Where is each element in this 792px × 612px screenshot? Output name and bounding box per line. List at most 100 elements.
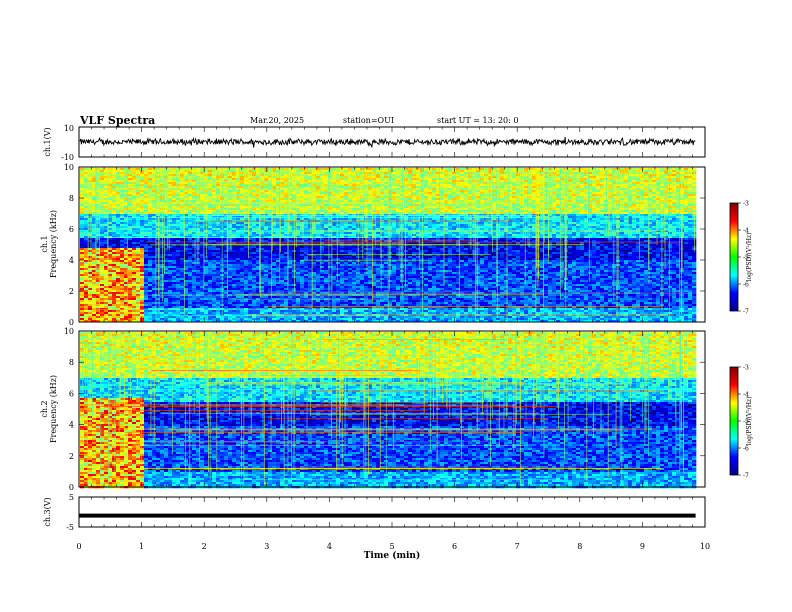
- spectrogram-cell: [432, 176, 436, 178]
- spectrogram-cell: [512, 170, 516, 172]
- spectrogram-cell: [452, 182, 456, 184]
- spectrogram-cell: [624, 198, 628, 200]
- spectrogram-cell: [424, 190, 428, 192]
- spectrogram-cell: [232, 208, 236, 210]
- spectrogram-cell: [84, 168, 88, 170]
- spectrogram-cell: [444, 192, 448, 194]
- spectrogram-cell: [656, 196, 660, 198]
- spectrogram-cell: [252, 174, 256, 176]
- spectrogram-cell: [204, 178, 208, 180]
- spectrogram-cell: [296, 170, 300, 172]
- spectrogram-cell: [252, 198, 256, 200]
- spectrogram-cell: [672, 218, 676, 220]
- spectrogram-cell: [416, 228, 420, 230]
- spectrogram-cell: [632, 204, 636, 206]
- spectrogram-cell: [624, 210, 628, 212]
- spectrogram-cell: [644, 192, 648, 194]
- spectrogram-cell: [392, 172, 396, 174]
- spectrogram-cell: [120, 190, 124, 192]
- spectrogram-cell: [360, 210, 364, 212]
- spectrogram-cell: [332, 174, 336, 176]
- spectrogram-cell: [576, 196, 580, 198]
- spectrogram-cell: [240, 206, 244, 208]
- spectrogram-cell: [84, 226, 88, 228]
- spectrogram-cell: [140, 222, 144, 224]
- spectrogram-cell: [144, 176, 148, 178]
- spectrogram-cell: [552, 222, 556, 224]
- spectrogram-cell: [568, 194, 572, 196]
- spectrogram-cell: [460, 182, 464, 184]
- spectrogram-cell: [140, 168, 144, 170]
- spectrogram-cell: [624, 184, 628, 186]
- spectrogram-cell: [672, 180, 676, 182]
- spectrogram-cell: [296, 208, 300, 210]
- spectrogram-cell: [528, 220, 532, 222]
- spectrogram-cell: [468, 210, 472, 212]
- spectrogram-cell: [552, 218, 556, 220]
- spectrogram-cell: [132, 222, 136, 224]
- spectrogram-cell: [596, 192, 600, 194]
- spectrogram-cell: [156, 230, 160, 232]
- spectrogram-cell: [168, 224, 172, 226]
- spectrogram-cell: [632, 174, 636, 176]
- spectrogram-cell: [308, 190, 312, 192]
- spectrogram-cell: [136, 174, 140, 176]
- spectrogram-cell: [440, 176, 444, 178]
- spectrogram-cell: [192, 208, 196, 210]
- spectrogram-cell: [92, 230, 96, 232]
- spectrogram-cell: [436, 218, 440, 220]
- spectrogram-cell: [336, 200, 340, 202]
- spectrogram-cell: [144, 224, 148, 226]
- spectrogram-cell: [324, 222, 328, 224]
- spectrogram-cell: [316, 172, 320, 174]
- spectrogram-cell: [452, 222, 456, 224]
- spectrogram-cell: [528, 178, 532, 180]
- spectrogram-cell: [240, 178, 244, 180]
- spectrogram-cell: [192, 170, 196, 172]
- spectrogram-cell: [112, 220, 116, 222]
- spectrogram-cell: [604, 206, 608, 208]
- spectrogram-cell: [576, 214, 580, 216]
- spectrogram-cell: [136, 198, 140, 200]
- spectrogram-cell: [340, 178, 344, 180]
- spectrogram-cell: [580, 226, 584, 228]
- spectrogram-cell: [252, 170, 256, 172]
- spectrogram-cell: [332, 210, 336, 212]
- spectrogram-cell: [468, 168, 472, 170]
- spectrogram-cell: [292, 168, 296, 170]
- spectrogram-cell: [84, 212, 88, 214]
- spectrogram-cell: [352, 170, 356, 172]
- spectrogram-cell: [144, 220, 148, 222]
- spectrogram-cell: [192, 196, 196, 198]
- spectrogram-cell: [572, 226, 576, 228]
- spectrogram-cell: [580, 178, 584, 180]
- spectrogram-cell: [192, 210, 196, 212]
- spectrogram-cell: [332, 172, 336, 174]
- spectrogram-cell: [216, 194, 220, 196]
- spectrogram-cell: [668, 212, 672, 214]
- spectrogram-cell: [504, 226, 508, 228]
- spectrogram-cell: [688, 182, 692, 184]
- spectrogram-cell: [688, 218, 692, 220]
- spectrogram-cell: [92, 172, 96, 174]
- spectrogram-cell: [592, 206, 596, 208]
- spectrogram-cell: [144, 226, 148, 228]
- spectrogram-cell: [120, 208, 124, 210]
- spectrogram-cell: [440, 196, 444, 198]
- spectrogram-cell: [92, 214, 96, 216]
- spectrogram-cell: [352, 218, 356, 220]
- spectrogram-cell: [440, 184, 444, 186]
- spectrogram-cell: [644, 180, 648, 182]
- spectrogram-cell: [460, 222, 464, 224]
- spectrogram-cell: [176, 214, 180, 216]
- spectrogram-cell: [528, 182, 532, 184]
- spectrogram-cell: [132, 172, 136, 174]
- spectrogram-cell: [508, 228, 512, 230]
- spectrogram-cell: [468, 192, 472, 194]
- spectrogram-cell: [128, 176, 132, 178]
- spectrogram-cell: [208, 170, 212, 172]
- spectrogram-cell: [644, 182, 648, 184]
- spectrogram-cell: [620, 178, 624, 180]
- spectrogram-cell: [344, 170, 348, 172]
- spectrogram-cell: [428, 208, 432, 210]
